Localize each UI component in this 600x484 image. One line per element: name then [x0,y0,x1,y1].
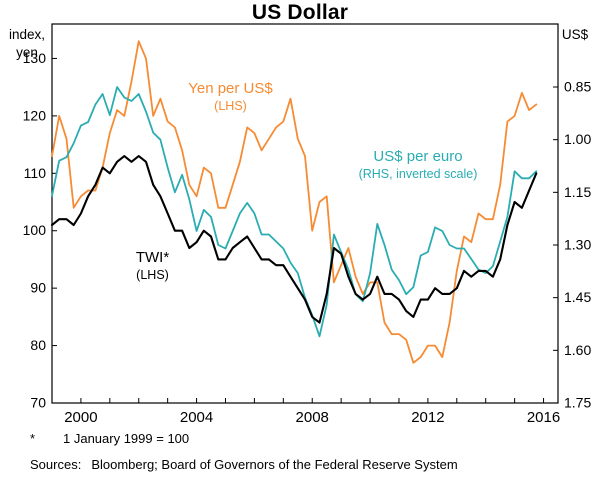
right-tick-label: 1.15 [564,184,591,200]
annotation-euro-label: US$ per euro [373,148,463,165]
left-tick-label: 100 [23,222,47,238]
x-tick-label: 2004 [180,409,213,426]
right-tick-label: 1.75 [564,395,591,411]
footnote-marker: * [30,431,36,446]
left-tick-label: 120 [23,107,47,123]
annotation-twi-sub: (LHS) [136,267,169,282]
footnote: * 1 January 1999 = 100 [30,431,189,446]
sources-text: Bloomberg; Board of Governors of the Fed… [91,457,458,472]
right-tick-label: 1.30 [564,236,591,252]
annotation-yen-sub: (LHS) [214,98,247,113]
left-tick-label: 110 [24,165,47,181]
left-tick-label: 130 [23,50,47,66]
annotation-usd-per-euro: US$ per euro (RHS, inverted scale) [328,148,508,182]
left-tick-label: 70 [30,395,46,411]
page-title: US Dollar [251,1,349,24]
right-tick-label: 1.45 [564,289,591,305]
chart-plot: 130 120 110 100 90 80 70 0.85 1.00 1.15 1.30 1.45 1.… [23,23,591,426]
x-tick-label: 2016 [527,409,560,426]
right-tick-label: 1.60 [564,342,591,358]
left-tick-label: 80 [30,337,46,353]
sources-label: Sources: [30,457,82,472]
annotation-yen-per-usd: Yen per US$ (LHS) [148,80,313,114]
right-tick-label: 1.00 [564,131,591,147]
x-tick-label: 2000 [64,409,97,426]
series-line-yen [51,40,538,364]
annotation-yen-label: Yen per US$ [188,80,273,97]
x-tick-label: 2008 [296,409,329,426]
right-tick-label: 0.85 [564,78,591,94]
annotation-twi-label: TWI* [135,249,170,266]
footnote-text: 1 January 1999 = 100 [63,431,190,446]
right-axis-unit-label: US$ [561,27,589,42]
annotation-euro-sub: (RHS, inverted scale) [358,166,478,181]
x-tick-label: 2012 [411,409,444,426]
annotation-twi: TWI* (LHS) [100,249,205,283]
left-tick-label: 90 [30,280,46,296]
sources-line: Sources: Bloomberg; Board of Governors of… [30,457,458,472]
left-axis-unit-label: index, yen [8,27,46,60]
series-line-twi [50,155,538,324]
series-line-euro [51,86,538,338]
plot-border [51,23,559,404]
